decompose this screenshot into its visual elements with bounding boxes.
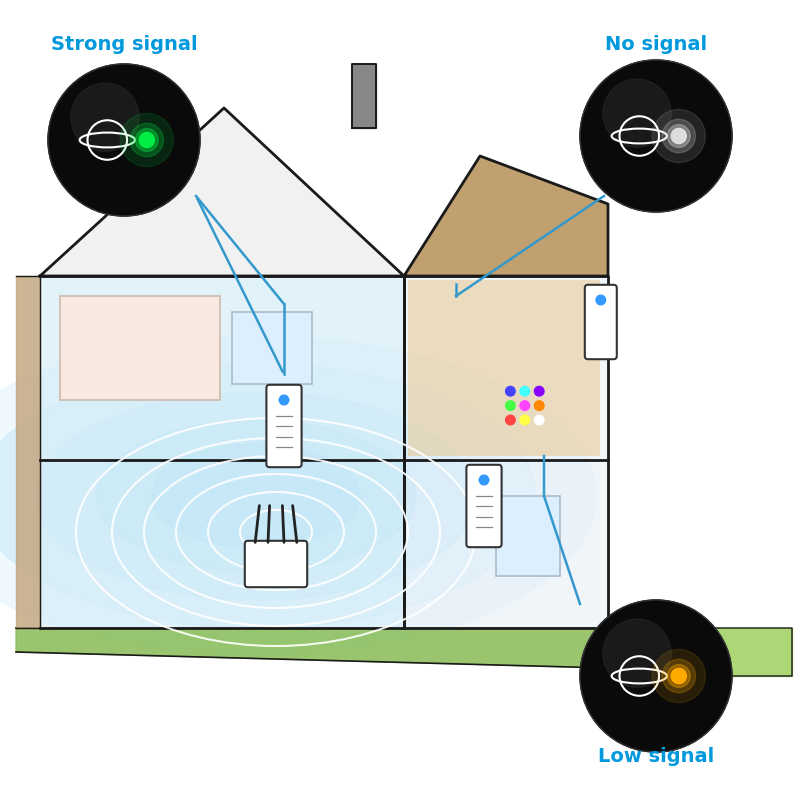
Circle shape: [671, 128, 686, 144]
Circle shape: [580, 600, 732, 752]
Circle shape: [602, 619, 671, 687]
Circle shape: [520, 415, 530, 425]
Circle shape: [662, 119, 695, 153]
Text: Strong signal: Strong signal: [50, 34, 198, 54]
Polygon shape: [16, 628, 704, 676]
Ellipse shape: [0, 336, 596, 656]
Polygon shape: [404, 276, 608, 628]
Circle shape: [534, 386, 544, 396]
Text: Low signal: Low signal: [598, 746, 714, 766]
Ellipse shape: [36, 392, 476, 600]
Circle shape: [520, 401, 530, 410]
Circle shape: [506, 415, 515, 425]
Circle shape: [671, 669, 686, 683]
Polygon shape: [608, 628, 792, 676]
Circle shape: [652, 650, 706, 702]
Circle shape: [279, 395, 289, 405]
Circle shape: [506, 401, 515, 410]
Circle shape: [130, 123, 163, 157]
Circle shape: [667, 125, 690, 147]
Circle shape: [139, 132, 154, 147]
Polygon shape: [352, 64, 376, 128]
Polygon shape: [404, 156, 608, 276]
Circle shape: [596, 295, 606, 305]
Circle shape: [652, 110, 706, 162]
Ellipse shape: [0, 364, 536, 628]
Circle shape: [667, 665, 690, 687]
Circle shape: [48, 64, 200, 216]
Circle shape: [534, 401, 544, 410]
Circle shape: [120, 114, 174, 166]
Polygon shape: [40, 276, 404, 628]
FancyBboxPatch shape: [496, 496, 560, 576]
Circle shape: [520, 386, 530, 396]
Text: No signal: No signal: [605, 34, 707, 54]
Circle shape: [506, 386, 515, 396]
Circle shape: [70, 83, 139, 151]
Circle shape: [479, 475, 489, 485]
FancyBboxPatch shape: [232, 312, 312, 384]
Circle shape: [662, 659, 695, 693]
Polygon shape: [40, 108, 404, 276]
FancyBboxPatch shape: [245, 541, 307, 587]
Circle shape: [580, 60, 732, 212]
FancyBboxPatch shape: [585, 285, 617, 359]
FancyBboxPatch shape: [266, 385, 302, 467]
Circle shape: [135, 129, 158, 151]
Circle shape: [534, 415, 544, 425]
FancyBboxPatch shape: [408, 280, 600, 456]
Polygon shape: [16, 276, 40, 628]
Circle shape: [602, 79, 671, 147]
Ellipse shape: [96, 420, 416, 572]
Ellipse shape: [152, 444, 360, 548]
FancyBboxPatch shape: [466, 465, 502, 547]
FancyBboxPatch shape: [60, 296, 220, 400]
